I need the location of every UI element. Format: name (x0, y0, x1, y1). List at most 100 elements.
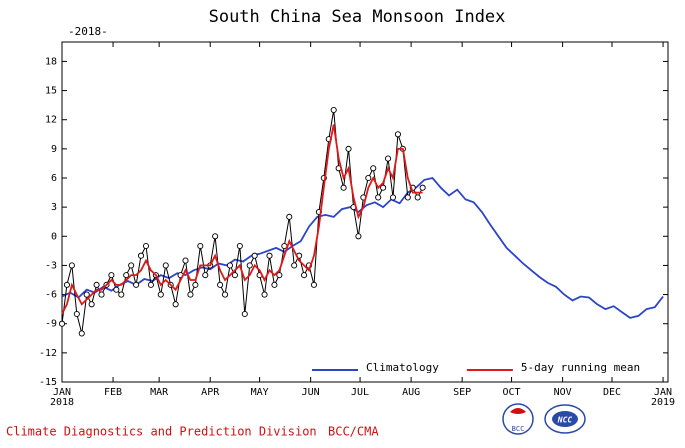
x-tick-label: JUN (302, 387, 320, 398)
data-point (68, 262, 75, 269)
data-point (73, 310, 80, 318)
legend-label: 5-day running mean (521, 361, 640, 374)
logo-shape (552, 411, 578, 427)
data-point (276, 272, 283, 279)
x-tick-label: MAR (150, 387, 169, 398)
y-tick-label: 6 (51, 173, 57, 184)
x-tick-label: SEP (453, 387, 471, 398)
data-point (310, 281, 318, 288)
data-point (286, 213, 293, 220)
y-tick-label: 12 (45, 115, 57, 126)
data-point (172, 301, 179, 308)
data-point (157, 291, 164, 298)
data-point (118, 291, 125, 298)
data-point (113, 286, 120, 293)
y-tick-label: 3 (51, 202, 57, 213)
x-tick-label: DEC (603, 387, 621, 398)
data-point (261, 291, 268, 298)
data-point (137, 252, 145, 259)
logo-bcc: BCC (502, 403, 534, 435)
x-tick-label: FEB (104, 387, 122, 398)
legend-label: Climatology (366, 361, 439, 374)
y-tick-label: -12 (39, 348, 57, 359)
data-point (58, 320, 66, 327)
y-tick-label: 18 (45, 56, 57, 67)
logo-ring (502, 403, 534, 435)
x-tick-label: MAY (251, 387, 269, 398)
y-tick-label: 15 (45, 86, 57, 97)
data-point (340, 184, 347, 191)
data-point (93, 281, 100, 288)
data-point (202, 272, 209, 279)
data-point (98, 291, 105, 298)
data-point (231, 272, 238, 279)
y-tick-label: -15 (39, 377, 57, 388)
y-tick-label: -9 (45, 319, 57, 330)
x-tick-label: JAN (654, 387, 672, 398)
x-tick-label: APR (201, 387, 220, 398)
data-point (142, 242, 150, 250)
data-point (88, 301, 95, 308)
data-point (197, 242, 204, 250)
data-point (212, 233, 219, 240)
x-tick-label: OCT (503, 387, 521, 398)
data-point (162, 262, 169, 269)
data-point (365, 174, 372, 182)
logo-text: NCC (557, 416, 573, 425)
data-point (389, 194, 397, 201)
data-point (385, 155, 392, 162)
data-point (182, 257, 189, 264)
chart-subtitle: -2018- (68, 25, 108, 38)
data-point (419, 184, 426, 191)
data-point (345, 145, 352, 152)
data-point (370, 165, 377, 172)
data-point (133, 281, 140, 288)
data-point (187, 291, 194, 298)
data-point (147, 281, 154, 288)
data-point (380, 184, 387, 191)
plot-frame (61, 41, 669, 383)
data-point (83, 291, 90, 298)
data-point (394, 131, 401, 138)
logo-ncc: NCC (544, 404, 586, 434)
data-point (291, 262, 298, 269)
x-tick-label: JAN (53, 387, 71, 398)
data-point (355, 233, 362, 240)
chart-title: South China Sea Monsoon Index (209, 7, 506, 27)
footer-org: BCC/CMA (328, 425, 379, 439)
y-tick-label: 9 (51, 144, 57, 155)
data-point (404, 194, 411, 201)
data-point (108, 272, 115, 279)
data-point (271, 281, 278, 288)
data-point (414, 194, 421, 201)
data-point (192, 281, 199, 288)
data-point (301, 272, 308, 279)
data-point (123, 272, 130, 279)
x-tick-label: AUG (402, 387, 420, 398)
footer: Climate Diagnostics and Prediction Divis… (6, 425, 317, 439)
data-point (266, 252, 273, 259)
data-point (246, 262, 253, 269)
series-line (61, 109, 424, 334)
data-point (78, 330, 85, 337)
logo-text: BCC (512, 425, 525, 433)
data-point (217, 281, 224, 288)
data-point (226, 262, 234, 269)
data-point (221, 291, 229, 298)
x-year-label: 2018 (50, 397, 74, 408)
data-point (63, 281, 70, 288)
y-tick-label: 0 (51, 231, 57, 242)
y-tick-label: -6 (45, 290, 57, 301)
series-line (61, 124, 423, 315)
x-tick-label: NOV (554, 387, 572, 398)
data-point (251, 252, 258, 259)
data-point (375, 194, 382, 201)
data-point (330, 106, 337, 114)
data-point (128, 262, 135, 269)
x-year-label: 2019 (651, 397, 675, 408)
x-tick-label: JUL (351, 387, 369, 398)
data-point (236, 242, 243, 250)
data-point (241, 310, 248, 318)
logo-shape (510, 408, 526, 414)
